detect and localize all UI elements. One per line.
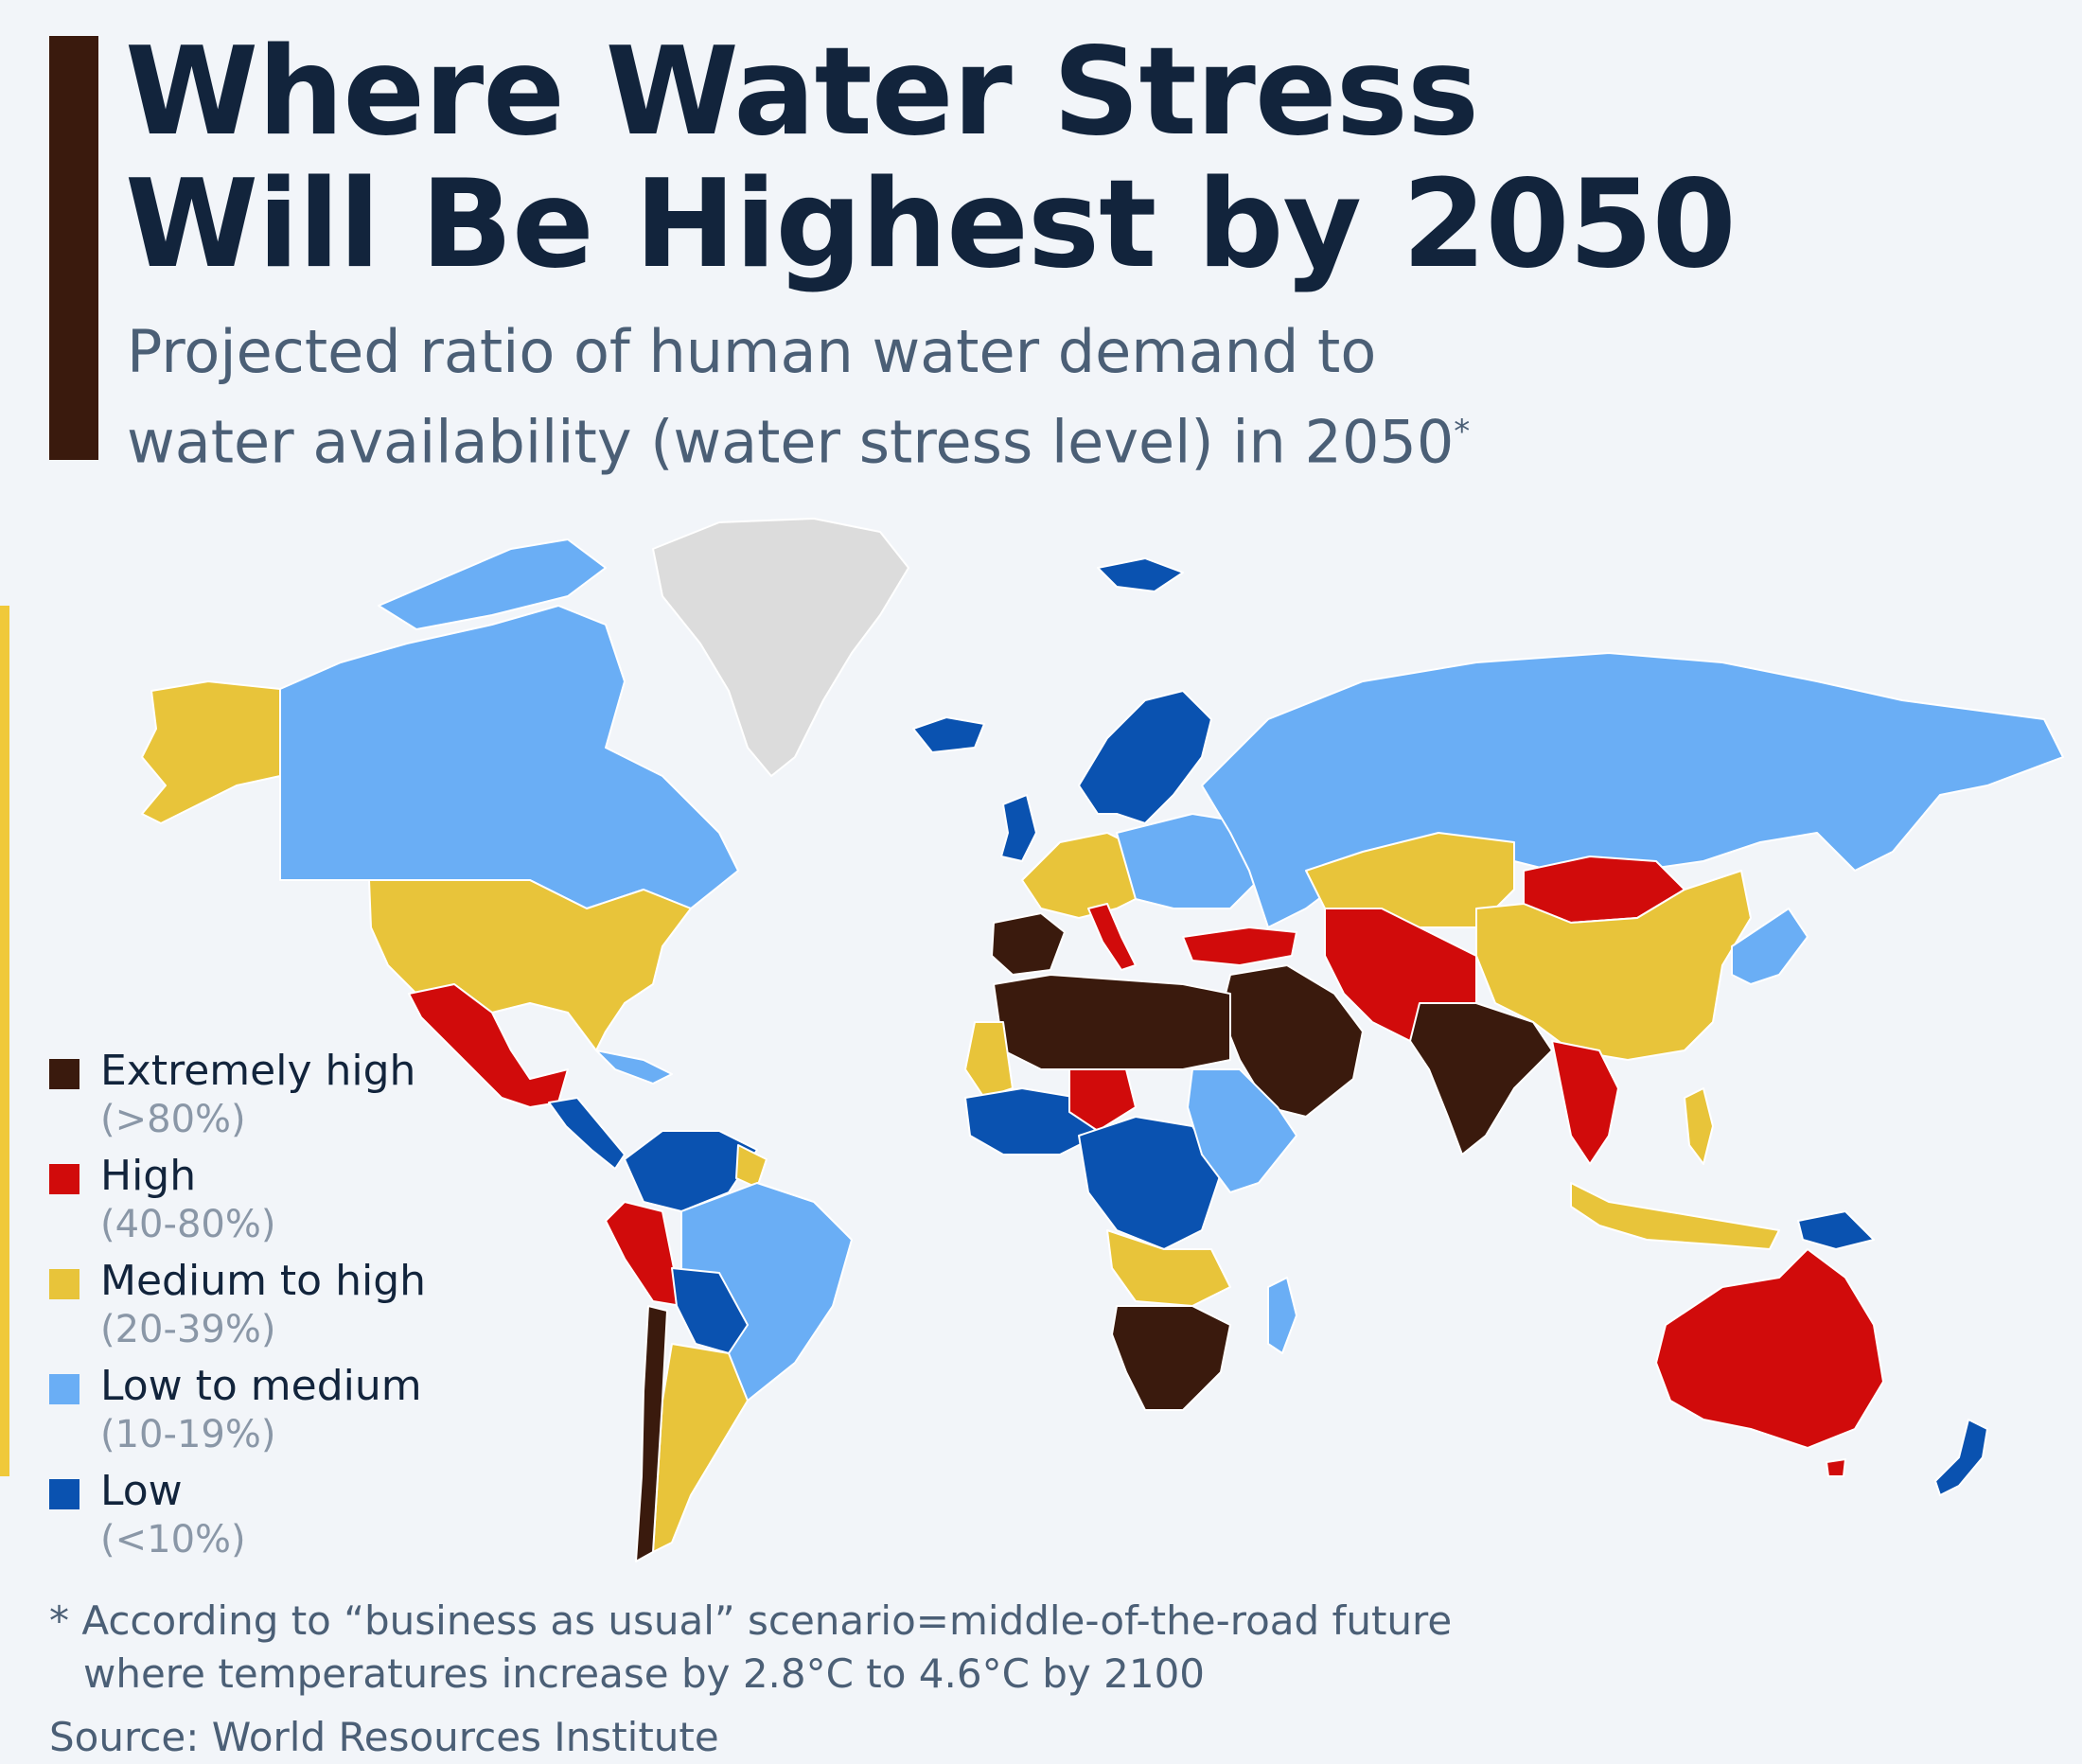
title-accent-bar <box>49 36 98 460</box>
footnote-line-1: * According to “business as usual” scena… <box>49 1597 1453 1644</box>
svalbard-region <box>1097 557 1184 592</box>
philippines-region <box>1684 1087 1714 1165</box>
legend-label: Extremely high <box>100 1047 416 1095</box>
canada-region <box>279 605 739 909</box>
central-africa-region <box>1078 1116 1222 1250</box>
legend-label: High <box>100 1152 197 1200</box>
turkey-region <box>1182 926 1297 966</box>
niger-region <box>1068 1068 1137 1132</box>
canadian-arctic-region <box>378 538 607 630</box>
india-region <box>1409 1002 1553 1155</box>
korea-japan-region <box>1731 908 1809 985</box>
subtitle-line-2: water availability (water stress level) … <box>127 407 1455 477</box>
title-line-1: Where Water Stress <box>125 22 1479 163</box>
subtitle-line-1: Projected ratio of human water demand to <box>127 317 1377 386</box>
legend-range: (20-39%) <box>100 1308 276 1351</box>
chart-title: Where Water Stress Will Be Highest by 20… <box>125 26 1737 291</box>
legend-range: (10-19%) <box>100 1413 276 1456</box>
iceland-region <box>912 716 985 753</box>
chile-region <box>635 1305 668 1562</box>
legend-label: Medium to high <box>100 1257 427 1305</box>
uk-region <box>1000 794 1037 862</box>
usa-region <box>368 879 692 1051</box>
new-zealand-region <box>1934 1419 1988 1496</box>
footnote: * According to “business as usual” scena… <box>49 1595 1452 1701</box>
source-credit: Source: World Resources Institute <box>49 1714 719 1760</box>
china-region <box>1475 870 1752 1061</box>
southern-africa-region <box>1111 1305 1231 1411</box>
legend-range: (>80%) <box>100 1098 246 1141</box>
greenland-region <box>652 518 909 777</box>
legend-swatch <box>49 1479 79 1509</box>
caribbean-region <box>595 1050 673 1085</box>
png-region <box>1797 1210 1875 1250</box>
iberia-region <box>991 912 1066 976</box>
subtitle-footnote-mark: * <box>1454 413 1471 450</box>
legend-swatch <box>49 1059 79 1089</box>
west-sahara-region <box>964 1021 1014 1099</box>
tasmania-region <box>1826 1458 1846 1477</box>
world-map <box>141 518 2064 1562</box>
legend-label: Low to medium <box>100 1362 422 1410</box>
west-africa-region <box>964 1087 1099 1155</box>
legend-range: (<10%) <box>100 1518 246 1561</box>
legend-swatch <box>49 1269 79 1299</box>
legend-swatch <box>49 1164 79 1194</box>
north-africa-region <box>993 974 1231 1070</box>
madagascar-region <box>1267 1277 1297 1354</box>
legend-label: Low <box>100 1467 183 1515</box>
scandinavia-region <box>1078 690 1212 824</box>
australia-region <box>1655 1248 1884 1449</box>
footnote-line-2: where temperatures increase by 2.8°C to … <box>83 1650 1206 1697</box>
europe-east-region <box>1116 813 1269 909</box>
legend-range: (40-80%) <box>100 1203 276 1246</box>
east-africa-region <box>1187 1068 1297 1193</box>
guiana-region <box>735 1144 768 1189</box>
indonesia-region <box>1570 1182 1780 1250</box>
argentina-region <box>652 1343 749 1553</box>
legend-swatch <box>49 1374 79 1404</box>
peru-region <box>605 1201 682 1307</box>
alaska-region <box>141 680 281 824</box>
chart-subtitle: Projected ratio of human water demand to… <box>127 312 1470 483</box>
title-line-2: Will Be Highest by 2050 <box>125 154 1737 295</box>
side-accent-line <box>0 606 9 1476</box>
angola-zambia-region <box>1106 1229 1231 1307</box>
central-america-region <box>548 1097 626 1170</box>
italy-region <box>1087 903 1137 971</box>
southeast-asia-region <box>1551 1040 1619 1165</box>
